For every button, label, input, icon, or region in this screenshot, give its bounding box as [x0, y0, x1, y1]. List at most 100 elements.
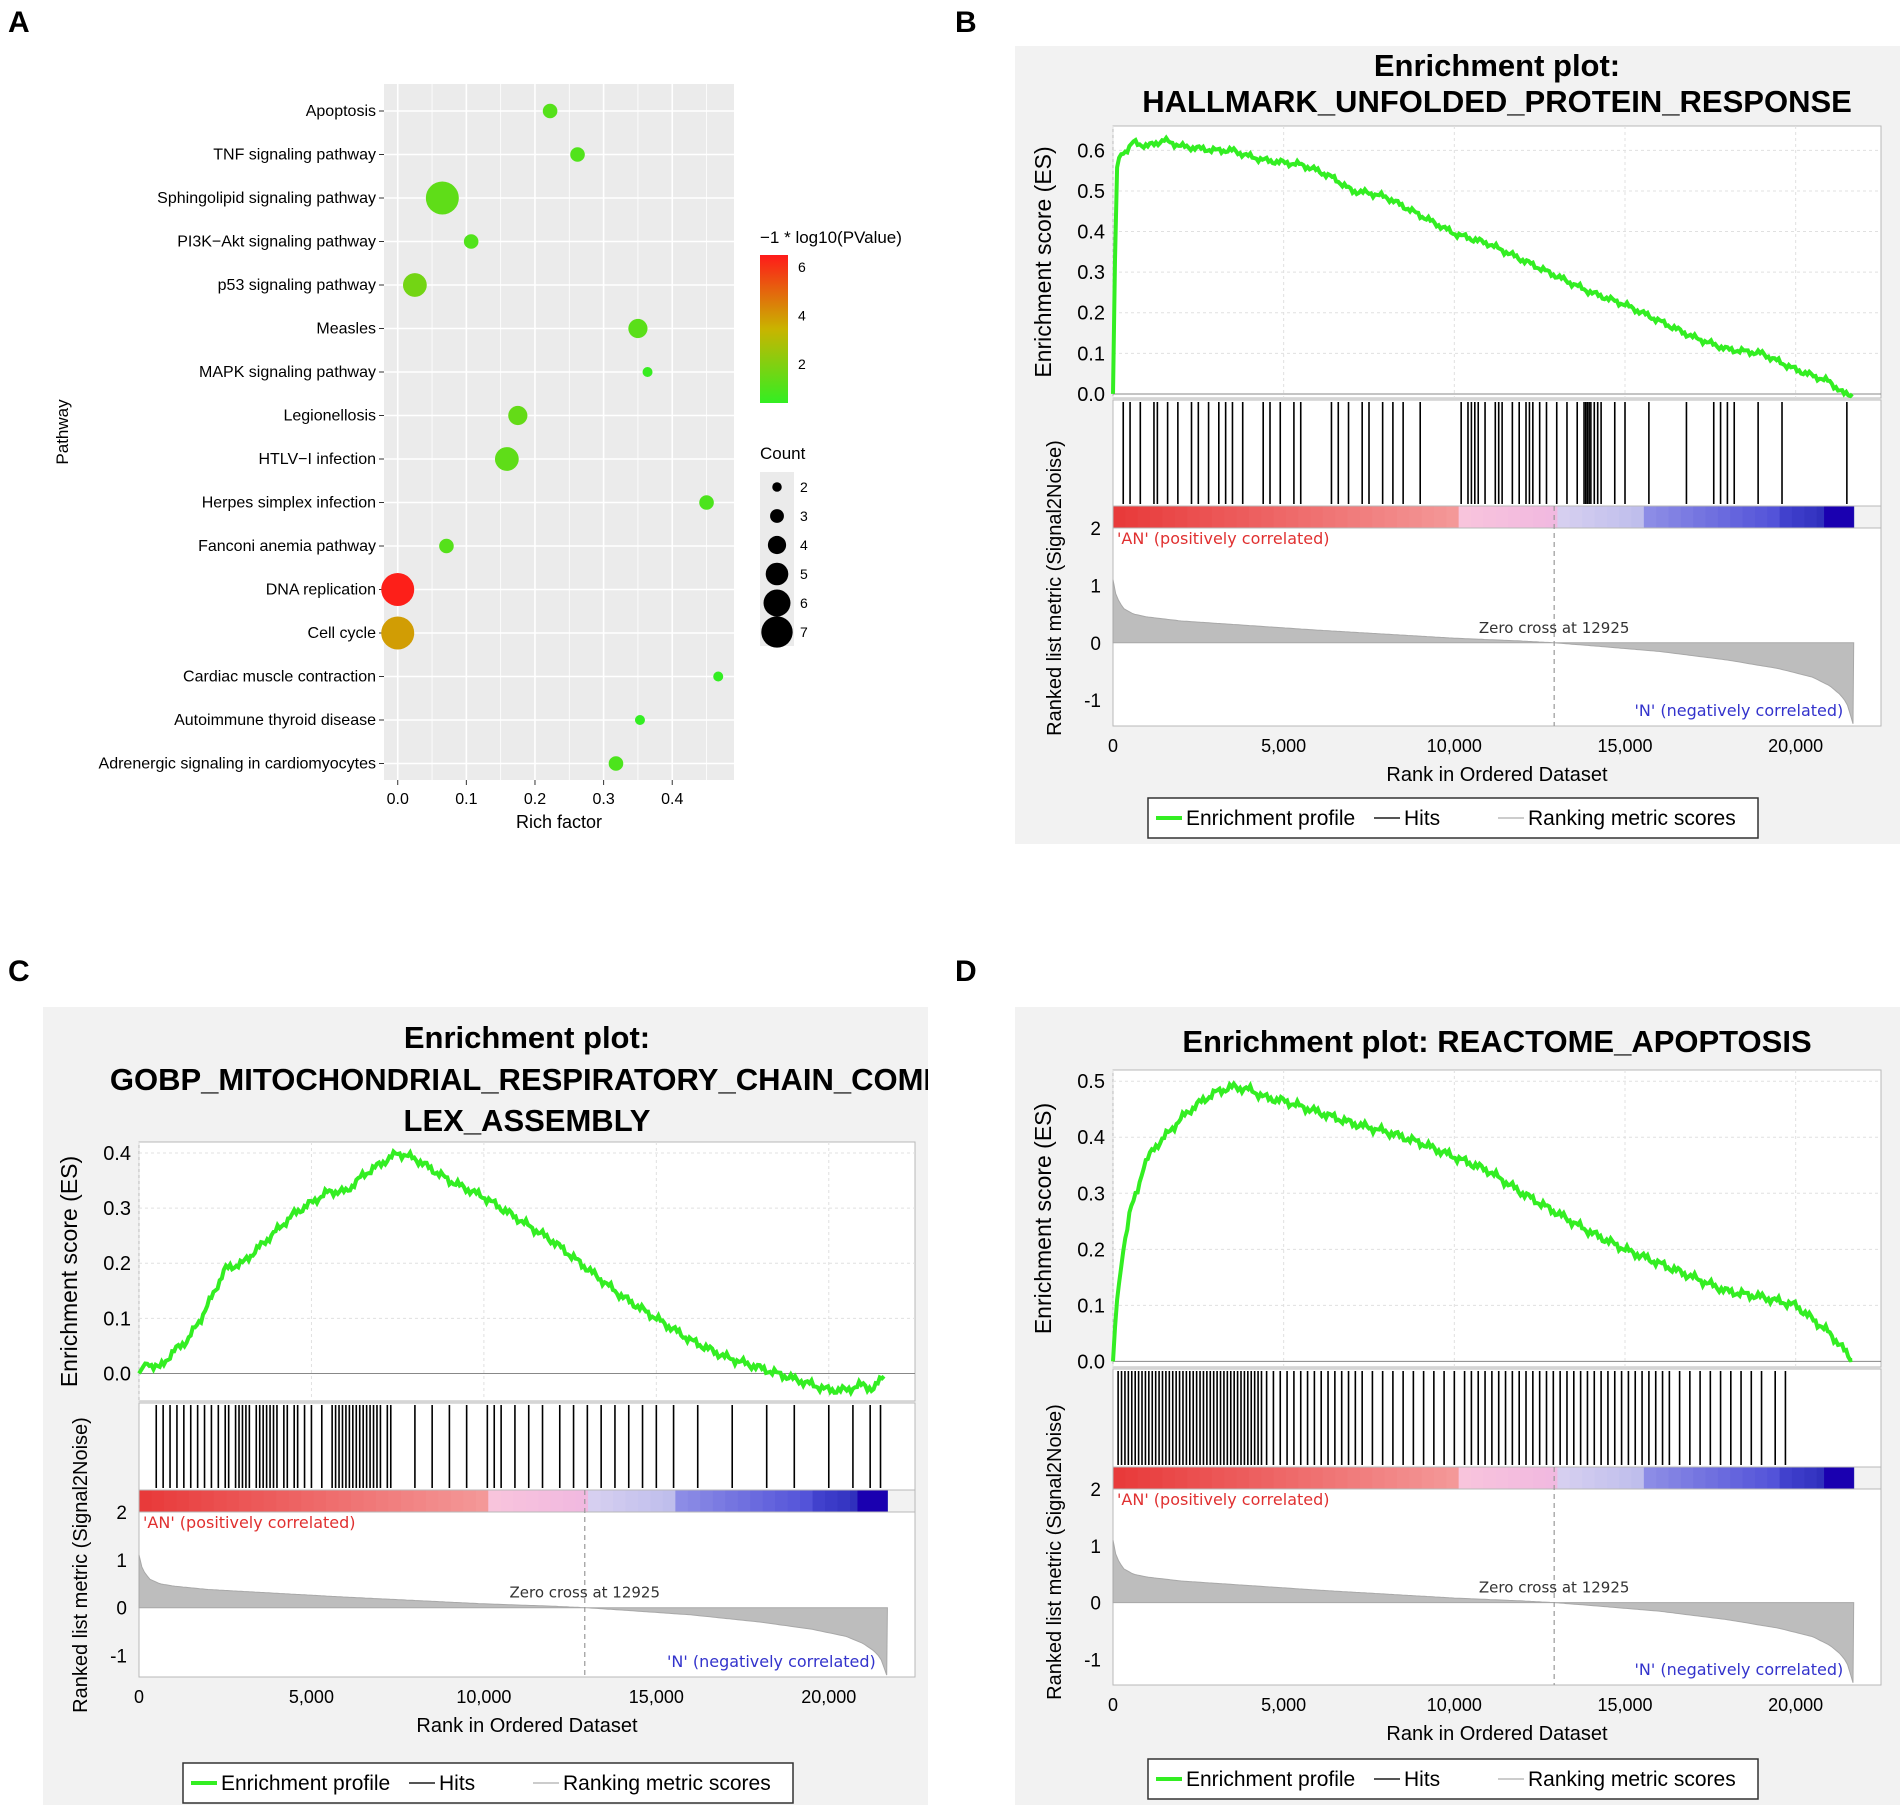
rank-color-segment	[1532, 1467, 1546, 1489]
positive-label: 'AN' (positively correlated)	[143, 1513, 356, 1532]
rank-color-segment	[1335, 1467, 1349, 1489]
metric-tick-label: 1	[1090, 576, 1101, 597]
es-tick-label: 0.5	[1077, 1071, 1105, 1093]
gsea-plot-c: Enrichment plot: GOBP_MITOCHONDRIAL_RESPI…	[56, 1020, 928, 1804]
rank-color-segment	[1643, 1467, 1657, 1489]
rank-color-segment	[238, 1490, 252, 1512]
rank-color-segment	[1174, 506, 1188, 528]
rank-color-segment	[188, 1490, 202, 1512]
x-axis-label: Rank in Ordered Dataset	[1386, 764, 1608, 786]
rank-color-segment	[251, 1490, 265, 1512]
rank-color-segment	[1619, 506, 1632, 528]
rank-color-segment	[1409, 506, 1423, 528]
rank-color-segment	[1446, 506, 1460, 528]
rank-color-segment	[1582, 506, 1595, 528]
rank-color-segment	[475, 1490, 489, 1512]
bubble-point	[713, 671, 724, 682]
category-label: Herpes simplex infection	[202, 495, 376, 512]
legend-box	[1147, 797, 1759, 839]
legend-box	[1147, 1758, 1759, 1800]
bubble-point	[628, 318, 648, 339]
metric-tick-label: 1	[116, 1551, 127, 1572]
bubble-point	[508, 405, 528, 426]
metric-tick-label: 0	[1090, 634, 1101, 655]
legend-label-metric: Ranking metric scores	[563, 1772, 771, 1795]
rank-color-segment	[1261, 1467, 1274, 1489]
x-tick-label: 0.0	[387, 791, 409, 808]
legend-label-hits: Hits	[439, 1772, 475, 1795]
rank-color-segment	[1520, 506, 1534, 528]
color-bar-label: 4	[798, 308, 806, 324]
bubble-point	[634, 715, 645, 725]
size-legend-dot	[767, 535, 787, 555]
x-tick-label: 0	[1108, 1695, 1118, 1715]
color-bar-label: 2	[798, 356, 806, 372]
rank-color-segment	[1335, 506, 1349, 528]
rank-color-segment	[1532, 506, 1546, 528]
rank-color-segment	[1693, 506, 1707, 528]
rank-color-segment	[1569, 1467, 1583, 1489]
rank-color-segment	[787, 1490, 801, 1512]
rank-color-segment	[1285, 506, 1299, 528]
es-tick-label: 0.4	[1077, 222, 1105, 244]
rank-color-segment	[1224, 1467, 1237, 1489]
category-label: Autoimmune thyroid disease	[174, 712, 376, 729]
rank-color-segment	[1298, 506, 1312, 528]
size-legend-label: 2	[800, 479, 808, 495]
es-tick-label: 0.3	[1077, 1183, 1105, 1205]
rank-color-segment	[1606, 506, 1620, 528]
zero-cross-label: Zero cross at 12925	[510, 1584, 661, 1602]
rank-color-segment	[1680, 1467, 1694, 1489]
rank-color-segment	[163, 1490, 177, 1512]
rank-color-segment	[326, 1490, 340, 1512]
rank-color-segment	[588, 1490, 602, 1512]
metric-tick-label: 1	[1090, 1537, 1101, 1558]
legend-box	[182, 1762, 794, 1804]
rank-color-segment	[1187, 506, 1200, 528]
category-label: Measles	[316, 321, 376, 338]
rank-color-segment	[1656, 506, 1670, 528]
rank-color-segment	[313, 1490, 327, 1512]
es-tick-label: 0.3	[1077, 262, 1105, 284]
size-legend-dot	[763, 589, 791, 617]
bubble-point	[425, 181, 459, 215]
rank-color-segment	[1236, 1467, 1250, 1489]
rank-color-segment	[1508, 506, 1521, 528]
metric-tick-label: -1	[1084, 1650, 1101, 1671]
es-tick-label: 0.4	[1077, 1127, 1105, 1149]
metric-tick-label: -1	[110, 1646, 127, 1667]
panel-letter-b: B	[955, 6, 977, 39]
rank-color-segment	[1433, 506, 1447, 528]
metric-tick-label: 2	[1090, 519, 1101, 540]
size-legend-label: 7	[800, 624, 808, 640]
category-label: MAPK signaling pathway	[199, 364, 376, 381]
rank-color-segment	[1545, 506, 1558, 528]
rank-color-segment	[1285, 1467, 1299, 1489]
rank-color-segment	[1483, 506, 1497, 528]
rank-color-segment	[388, 1490, 402, 1512]
x-tick-label: 20,000	[1768, 1695, 1823, 1715]
rank-color-segment	[438, 1490, 452, 1512]
rank-color-segment	[488, 1490, 502, 1512]
x-tick-label: 15,000	[1597, 736, 1652, 756]
es-tick-label: 0.0	[103, 1363, 131, 1385]
rank-color-segment	[1705, 506, 1719, 528]
es-curve	[1111, 134, 1854, 399]
rank-color-segment	[1582, 1467, 1595, 1489]
gsea-plot-b: Enrichment plot:HALLMARK_UNFOLDED_PROTEI…	[1030, 48, 1882, 839]
hits-area	[1112, 399, 1882, 507]
rank-color-segment	[276, 1490, 290, 1512]
metric-tick-label: -1	[1084, 691, 1101, 712]
rank-color-segment	[1557, 506, 1571, 528]
metric-tick-label: 0	[1090, 1594, 1101, 1615]
x-tick-label: 15,000	[1597, 1695, 1652, 1715]
gsea-panel-d: Enrichment plot: REACTOME_APOPTOSIS 0.0 0.…	[1015, 1007, 1900, 1805]
positive-label: 'AN' (positively correlated)	[1117, 1490, 1330, 1509]
x-tick-label: 0.2	[524, 791, 546, 808]
rank-color-segment	[1211, 1467, 1225, 1489]
rank-color-segment	[1557, 1467, 1571, 1489]
rank-color-segment	[1767, 1467, 1781, 1489]
legend-label-metric: Ranking metric scores	[1528, 1768, 1736, 1791]
metric-y-axis-label: Ranked list metric (Signal2Noise)	[1044, 1404, 1066, 1700]
rank-color-segment	[1261, 506, 1274, 528]
